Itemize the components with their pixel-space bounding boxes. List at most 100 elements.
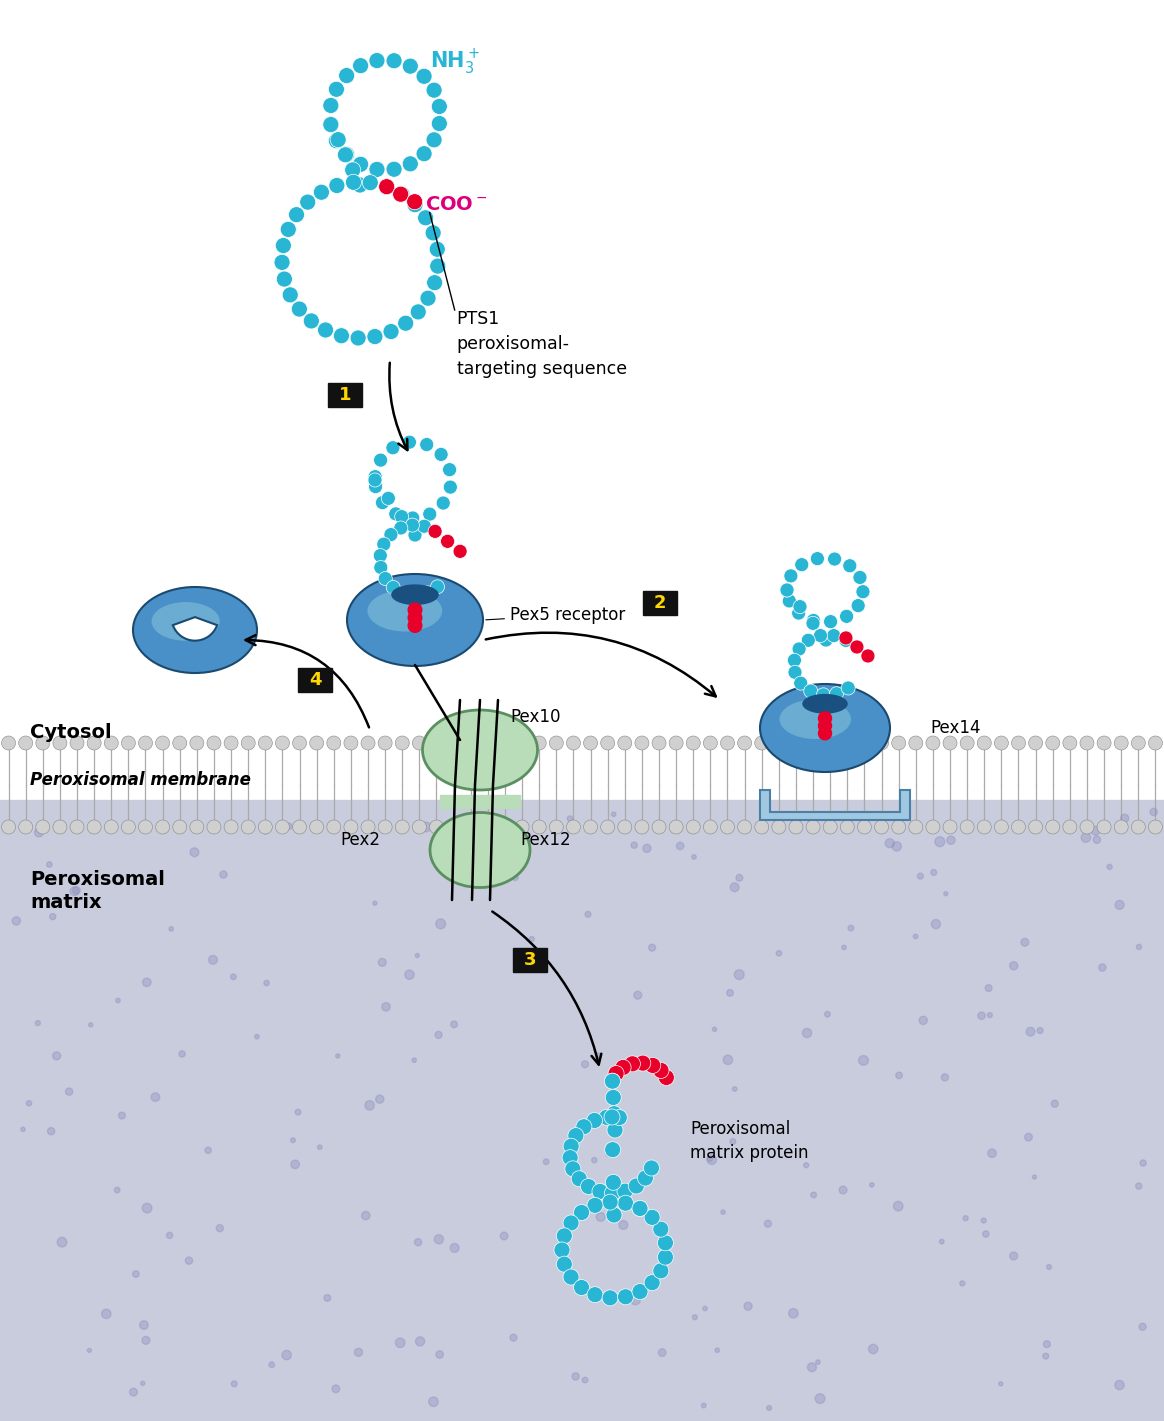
Circle shape (645, 1057, 661, 1073)
Circle shape (618, 1195, 633, 1211)
Circle shape (840, 736, 854, 750)
Circle shape (264, 830, 268, 834)
Circle shape (331, 132, 346, 148)
Circle shape (780, 583, 794, 597)
Circle shape (605, 1090, 622, 1106)
Circle shape (730, 882, 739, 891)
Circle shape (207, 736, 221, 750)
Circle shape (386, 53, 402, 68)
Circle shape (644, 1275, 660, 1290)
Circle shape (378, 958, 386, 966)
Circle shape (861, 649, 875, 664)
Circle shape (870, 1182, 874, 1187)
Circle shape (258, 736, 272, 750)
Circle shape (572, 1373, 580, 1380)
Circle shape (851, 598, 865, 612)
Circle shape (807, 614, 821, 628)
Circle shape (978, 736, 992, 750)
Circle shape (88, 1023, 93, 1027)
Circle shape (634, 820, 648, 834)
Circle shape (72, 887, 80, 894)
Circle shape (1114, 820, 1128, 834)
Circle shape (48, 1127, 55, 1135)
Circle shape (652, 820, 666, 834)
Circle shape (816, 688, 830, 702)
Circle shape (644, 1160, 660, 1177)
Circle shape (1009, 962, 1017, 971)
Circle shape (386, 161, 402, 178)
Circle shape (313, 185, 329, 200)
Circle shape (615, 1060, 631, 1076)
Circle shape (423, 507, 436, 522)
Circle shape (87, 736, 101, 750)
Circle shape (414, 1239, 421, 1246)
Circle shape (1098, 820, 1112, 834)
Circle shape (943, 820, 957, 834)
Circle shape (942, 1074, 949, 1081)
Circle shape (676, 843, 684, 850)
Circle shape (738, 736, 752, 750)
Circle shape (604, 1073, 620, 1088)
Circle shape (815, 1394, 825, 1404)
Circle shape (632, 1201, 648, 1216)
Circle shape (1136, 1182, 1142, 1189)
Circle shape (116, 999, 120, 1003)
Circle shape (389, 507, 403, 522)
Circle shape (618, 1289, 633, 1304)
Circle shape (788, 1309, 799, 1319)
Circle shape (1099, 963, 1106, 971)
Circle shape (425, 225, 441, 242)
Circle shape (374, 453, 388, 468)
Circle shape (70, 820, 84, 834)
Circle shape (141, 1381, 144, 1385)
Circle shape (217, 1225, 223, 1232)
Circle shape (1009, 1252, 1017, 1260)
Circle shape (896, 1071, 902, 1079)
Circle shape (378, 179, 395, 195)
Circle shape (139, 736, 152, 750)
Circle shape (241, 820, 255, 834)
Circle shape (1045, 736, 1059, 750)
Polygon shape (440, 794, 520, 809)
Circle shape (378, 179, 395, 195)
Circle shape (417, 519, 432, 533)
Circle shape (653, 1221, 669, 1238)
Circle shape (563, 1138, 580, 1154)
Circle shape (516, 820, 530, 834)
Circle shape (732, 1087, 737, 1091)
Circle shape (241, 736, 255, 750)
Circle shape (826, 628, 840, 642)
Circle shape (601, 820, 615, 834)
Circle shape (738, 820, 752, 834)
Circle shape (436, 1351, 443, 1358)
Text: 4: 4 (308, 671, 321, 689)
Circle shape (362, 1211, 370, 1219)
Circle shape (1029, 736, 1043, 750)
Circle shape (430, 242, 446, 257)
Circle shape (856, 584, 870, 598)
Circle shape (87, 1349, 92, 1353)
Ellipse shape (368, 590, 442, 631)
Circle shape (624, 1056, 640, 1071)
Circle shape (329, 178, 345, 193)
Circle shape (378, 571, 392, 585)
Circle shape (985, 985, 992, 992)
Circle shape (434, 1235, 443, 1243)
Circle shape (693, 1314, 697, 1320)
Circle shape (567, 736, 581, 750)
Circle shape (35, 828, 43, 837)
Circle shape (350, 330, 367, 345)
Circle shape (601, 736, 615, 750)
Circle shape (416, 146, 432, 162)
Circle shape (409, 588, 423, 603)
Circle shape (914, 934, 918, 939)
Circle shape (723, 1056, 732, 1064)
Circle shape (232, 1381, 237, 1387)
Text: Peroxisomal membrane: Peroxisomal membrane (30, 772, 251, 789)
Circle shape (169, 926, 173, 931)
Circle shape (368, 470, 382, 483)
Text: Peroxisomal
matrix: Peroxisomal matrix (30, 870, 165, 912)
Circle shape (367, 328, 383, 344)
Circle shape (393, 522, 407, 534)
Circle shape (346, 175, 362, 190)
